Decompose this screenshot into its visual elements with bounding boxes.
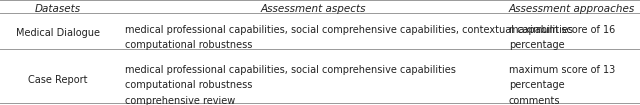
Text: maximum score of 13: maximum score of 13 xyxy=(509,65,615,75)
Text: medical professional capabilities, social comprehensive capabilities: medical professional capabilities, socia… xyxy=(125,65,456,75)
Text: percentage: percentage xyxy=(509,40,564,50)
Text: Case Report: Case Report xyxy=(28,75,87,85)
Text: maximum score of 16: maximum score of 16 xyxy=(509,25,615,35)
Text: Assessment aspects: Assessment aspects xyxy=(261,4,366,14)
Text: Datasets: Datasets xyxy=(35,4,81,14)
Text: comprehensive review: comprehensive review xyxy=(125,96,235,105)
Text: medical professional capabilities, social comprehensive capabilities, contextual: medical professional capabilities, socia… xyxy=(125,25,573,35)
Text: Assessment approaches: Assessment approaches xyxy=(509,4,635,14)
Text: computational robustness: computational robustness xyxy=(125,40,252,50)
Text: percentage: percentage xyxy=(509,80,564,90)
Text: computational robustness: computational robustness xyxy=(125,80,252,90)
Text: comments: comments xyxy=(509,96,560,105)
Text: Medical Dialogue: Medical Dialogue xyxy=(15,28,100,38)
